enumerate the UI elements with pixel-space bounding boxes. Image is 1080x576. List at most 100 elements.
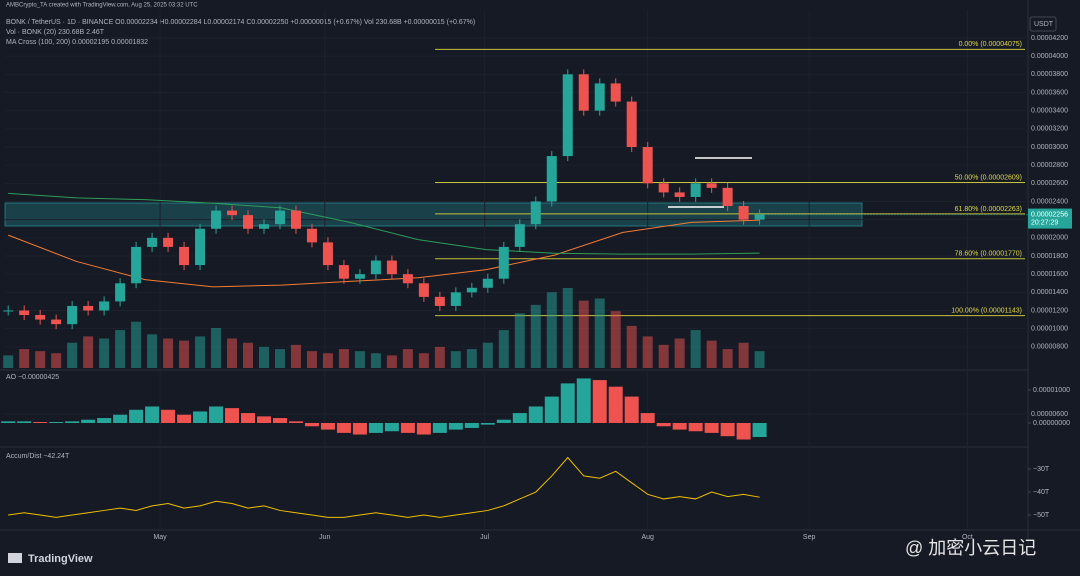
ao-bar	[161, 409, 176, 423]
candle-body	[610, 83, 621, 102]
fib-label: 78.60% (0.00001770)	[955, 251, 1022, 258]
volume-bar	[418, 353, 429, 368]
x-tick-label: Jul	[480, 534, 489, 541]
candle-body	[498, 246, 509, 279]
ao-bar	[256, 416, 271, 423]
x-tick-label: Sep	[803, 534, 816, 541]
candle-body	[211, 210, 222, 229]
volume-bar	[578, 300, 589, 368]
fib-label: 50.00% (0.00002609)	[955, 174, 1022, 181]
ao-bar	[592, 380, 607, 423]
ao-bar	[17, 421, 32, 423]
x-tick-label: May	[153, 534, 167, 541]
y-tick-label: 0.00003200	[1031, 126, 1068, 133]
support-zone	[4, 202, 863, 227]
candle-body	[243, 215, 254, 229]
y-tick-label: −50T	[1033, 512, 1050, 519]
indicator-legend: AO −0.00000425	[6, 374, 59, 381]
ao-bar	[193, 411, 208, 423]
candle-body	[354, 274, 365, 279]
ao-bar	[304, 422, 319, 427]
ao-bar	[608, 386, 623, 423]
y-tick-label: 0.00003000	[1031, 144, 1068, 151]
volume-bar	[594, 298, 605, 368]
volume-bar	[211, 328, 222, 368]
ao-bar	[736, 422, 751, 440]
candle-body	[594, 83, 605, 111]
volume-bar	[722, 349, 733, 368]
volume-bar	[514, 313, 525, 368]
ao-bar	[672, 422, 687, 430]
y-tick-label: 0.00002400	[1031, 198, 1068, 205]
volume-bar	[179, 340, 190, 368]
last-price-tag	[1028, 208, 1072, 229]
candle-body	[258, 224, 269, 229]
ao-bar	[720, 422, 735, 437]
ao-bar	[33, 421, 48, 423]
indicator-legend: MA Cross (100, 200) 0.00002195 0.0000183…	[6, 39, 148, 46]
ao-bar	[1, 421, 16, 423]
ao-bar	[384, 422, 399, 432]
candle-body	[3, 310, 14, 312]
candle-body	[722, 187, 733, 207]
candle-body	[99, 301, 110, 311]
volume-bar	[131, 321, 142, 368]
ao-bar	[368, 422, 383, 433]
volume-bar	[195, 336, 206, 368]
candle-body	[626, 101, 637, 147]
candle-body	[450, 292, 461, 306]
volume-bar	[434, 346, 445, 368]
y-tick-label: 0.00000800	[1031, 344, 1068, 351]
y-tick-label: 0.00001400	[1031, 289, 1068, 296]
volume-bar	[322, 353, 333, 368]
candle-body	[51, 319, 62, 325]
volume-bar	[35, 351, 46, 368]
volume-bar	[147, 334, 158, 368]
symbol-header: BONK / TetherUS · 1D · BINANCE O0.000022…	[6, 19, 475, 26]
candle-body	[514, 224, 525, 247]
ao-bar	[528, 406, 543, 423]
ao-bar	[129, 409, 144, 423]
ao-bar	[640, 413, 655, 423]
last-price: 0.00002256	[1031, 211, 1068, 218]
candle-body	[227, 210, 238, 216]
candle-body	[370, 260, 381, 275]
brand-logo	[8, 553, 22, 563]
y-tick-label: −30T	[1033, 466, 1050, 473]
volume-bar	[227, 338, 238, 368]
ao-bar	[241, 413, 256, 423]
candle-body	[562, 74, 573, 157]
y-tick-label: 0.00003400	[1031, 107, 1068, 114]
ao-bar	[512, 413, 527, 423]
candle-body	[546, 156, 557, 202]
watermark: @ 加密小云日记	[905, 538, 1036, 558]
candle-body	[67, 305, 78, 325]
currency[interactable]: USDT	[1034, 21, 1054, 28]
volume-bar	[482, 342, 493, 368]
volume-bar	[402, 349, 413, 368]
y-tick-label: 0.00001800	[1031, 253, 1068, 260]
candle-body	[482, 278, 493, 288]
y-tick-label: 0.00001000	[1033, 387, 1070, 394]
volume-bar	[530, 304, 541, 368]
candle-body	[163, 237, 174, 247]
volume-bar	[674, 338, 685, 368]
candle-body	[147, 237, 158, 247]
y-tick-label: 0.00002000	[1031, 235, 1068, 242]
volume-bar	[163, 338, 174, 368]
y-tick-label: 0.00004200	[1031, 35, 1068, 42]
ao-bar	[97, 418, 112, 423]
volume-bar	[370, 353, 381, 368]
ao-bar	[752, 422, 767, 438]
y-tick-label: 0.00000000	[1033, 420, 1070, 427]
ao-bar	[272, 418, 287, 423]
volume-bar	[83, 336, 94, 368]
currency-box[interactable]	[1029, 16, 1057, 32]
volume-bar	[658, 344, 669, 368]
ao-bar	[496, 419, 511, 423]
ao-bar	[480, 422, 495, 425]
x-tick-label: Aug	[641, 534, 654, 541]
volume-bar	[306, 351, 317, 368]
